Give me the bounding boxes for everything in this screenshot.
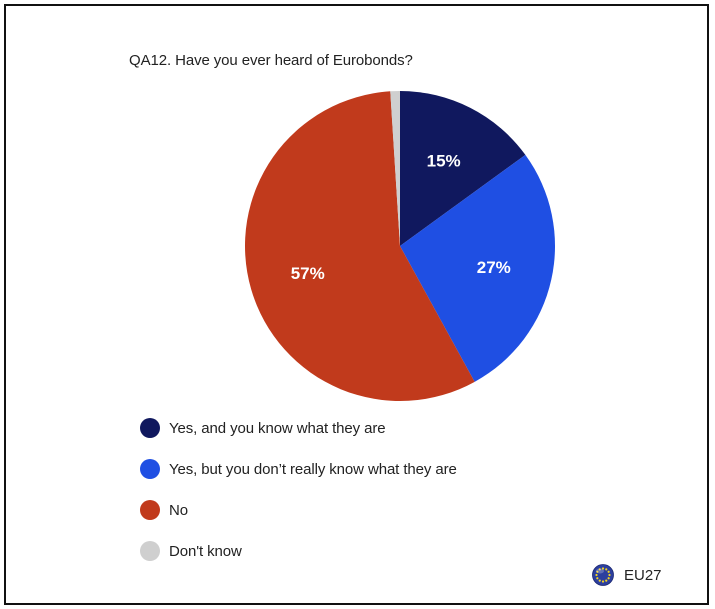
pie-slice-label-2: 57% [291,264,325,283]
pie-slice-label-1: 27% [477,258,511,277]
legend-swatch-yes-know [140,418,160,438]
pie-slice-0 [400,91,526,246]
legend-swatch-dont-know [140,541,160,561]
pie-slice-2 [245,91,475,402]
legend-swatch-yes-dont-know [140,459,160,479]
chart-title: QA12. Have you ever heard of Eurobonds? [129,52,413,69]
legend-label-yes-know: Yes, and you know what they are [169,419,386,437]
legend-label-dont-know: Don't know [169,542,242,560]
legend-item-yes-know: Yes, and you know what they are [140,418,457,438]
legend-item-yes-dont-know: Yes, but you don’t really know what they… [140,459,457,479]
legend-item-no: No [140,500,457,520]
pie-slice-label-0: 15% [427,151,461,170]
chart-frame: QA12. Have you ever heard of Eurobonds? … [4,4,709,605]
pie-slice-3 [390,91,400,246]
legend-swatch-no [140,500,160,520]
legend-label-no: No [169,501,188,519]
pie-chart: 15% 27% 57% [245,91,555,402]
pie-slice-1 [400,154,555,382]
eu-flag-icon [592,564,614,586]
legend-label-yes-dont-know: Yes, but you don’t really know what they… [169,460,457,478]
legend: Yes, and you know what they are Yes, but… [140,418,457,582]
region-label: EU27 [624,566,662,584]
legend-item-dont-know: Don't know [140,541,457,561]
region-indicator: EU27 [592,564,662,586]
